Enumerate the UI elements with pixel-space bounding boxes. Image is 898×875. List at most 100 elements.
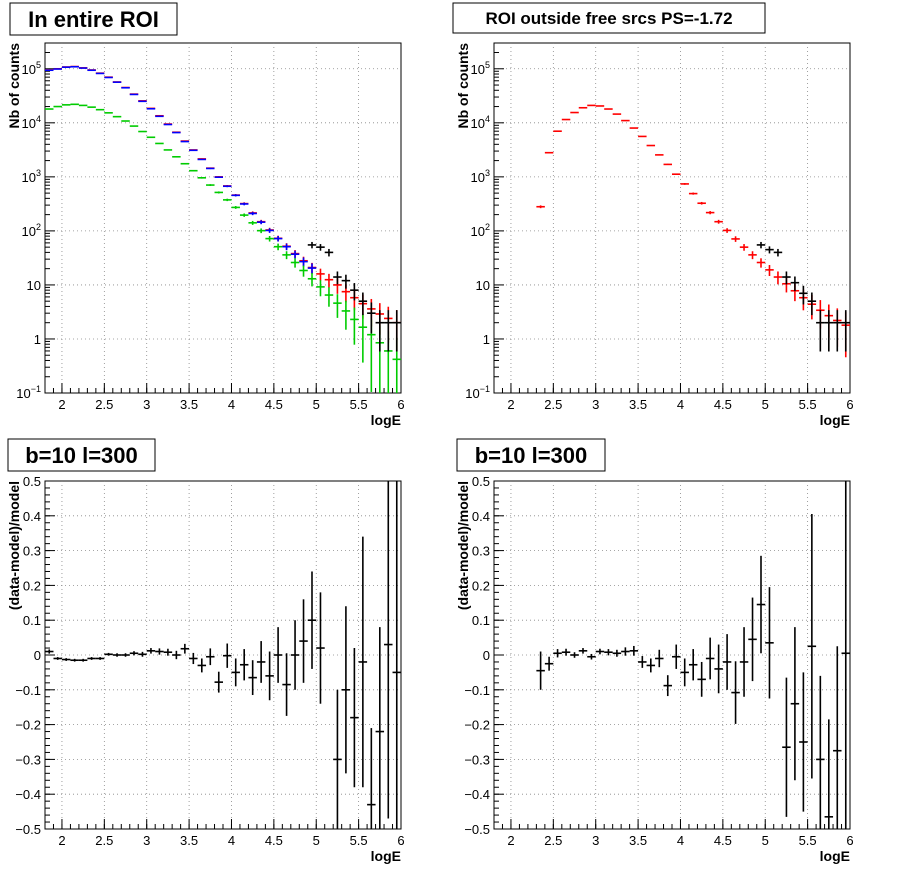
data-point	[807, 292, 817, 316]
data-point	[824, 719, 834, 829]
data-point	[739, 244, 749, 251]
x-tick-label: 6	[397, 397, 404, 412]
data-point	[392, 310, 401, 352]
data-point	[231, 658, 240, 687]
x-tick-label: 3	[143, 833, 150, 848]
data-point	[299, 265, 308, 277]
y-tick-label: −0.1	[464, 683, 490, 698]
data-point	[333, 689, 342, 829]
data-point	[206, 648, 215, 666]
data-point	[206, 184, 215, 186]
x-tick-label: 3.5	[629, 397, 647, 412]
y-tick-label: −0.4	[15, 787, 41, 802]
data-point	[155, 142, 164, 145]
data-point	[214, 176, 223, 179]
data-point	[256, 641, 266, 683]
data-point	[163, 149, 173, 151]
data-point	[799, 672, 808, 812]
data-point	[197, 177, 207, 179]
data-point	[248, 220, 257, 225]
data-point	[367, 728, 376, 829]
data-point	[129, 651, 139, 656]
data-point	[536, 205, 545, 209]
data-point	[358, 536, 368, 788]
data-point	[231, 206, 240, 209]
x-tick-label: 3	[143, 397, 150, 412]
x-tick-label: 5	[762, 397, 769, 412]
y-tick-label: 0.4	[23, 509, 41, 524]
y-tick-label: 1	[34, 332, 41, 347]
data-point	[688, 649, 698, 681]
data-point	[824, 310, 834, 352]
y-tick-label: 10−1	[465, 384, 490, 401]
data-point	[375, 310, 385, 352]
data-point	[536, 651, 545, 690]
data-point	[248, 660, 257, 696]
data-point	[333, 271, 342, 285]
data-point	[553, 649, 562, 658]
data-point	[392, 481, 401, 829]
data-point	[299, 599, 308, 683]
y-tick-label: 0.2	[472, 578, 490, 593]
data-point	[189, 652, 198, 665]
x-tick-label: 2.5	[544, 833, 562, 848]
data-point	[129, 125, 139, 127]
data-point	[841, 481, 850, 829]
y-tick-label: −0.4	[464, 787, 490, 802]
y-tick-label: 102	[471, 222, 490, 239]
x-tick-label: 5	[762, 833, 769, 848]
x-axis-label: logE	[820, 412, 850, 428]
data-point	[773, 248, 783, 257]
data-point	[146, 648, 156, 654]
data-point	[138, 130, 147, 133]
y-tick-label: 103	[471, 168, 490, 185]
data-point	[655, 154, 664, 156]
data-point	[223, 185, 232, 188]
y-tick-label: 0.4	[472, 509, 490, 524]
data-point	[316, 268, 325, 281]
data-point	[799, 285, 808, 305]
data-point	[239, 649, 249, 681]
data-point	[655, 649, 664, 668]
data-point	[290, 250, 300, 259]
data-point	[223, 198, 232, 202]
data-point	[807, 514, 817, 779]
data-point	[95, 657, 105, 660]
chart-title: b=10 l=300	[25, 443, 138, 468]
x-tick-label: 2	[507, 833, 514, 848]
data-point	[180, 643, 190, 654]
data-point	[697, 201, 706, 205]
y-tick-label: −0.3	[464, 752, 490, 767]
data-point	[324, 287, 334, 307]
data-point	[350, 648, 359, 788]
data-point	[282, 243, 291, 251]
data-point	[307, 263, 317, 274]
data-point	[833, 310, 842, 352]
data-point	[638, 656, 647, 668]
data-point	[180, 140, 190, 143]
x-axis-label: logE	[371, 848, 401, 864]
data-point	[629, 127, 639, 129]
plot-frame	[493, 480, 851, 830]
data-point	[384, 310, 393, 352]
data-point	[197, 658, 207, 673]
data-point	[731, 236, 740, 242]
data-point	[341, 274, 351, 289]
data-point	[578, 648, 588, 654]
data-point	[70, 658, 79, 662]
y-axis-label: (data-model)/model	[455, 481, 471, 610]
data-point	[748, 251, 757, 260]
data-point	[206, 167, 215, 170]
data-point	[739, 627, 749, 697]
y-tick-label: 105	[471, 60, 490, 77]
data-point	[282, 251, 291, 260]
x-tick-label: 6	[397, 833, 404, 848]
x-tick-label: 5.5	[350, 833, 368, 848]
y-tick-label: −0.5	[464, 822, 490, 837]
x-tick-label: 4	[228, 397, 235, 412]
data-point	[172, 156, 181, 158]
y-axis-label: Nb of counts	[6, 43, 22, 129]
data-point	[214, 671, 223, 693]
y-tick-label: 0.1	[472, 613, 490, 628]
